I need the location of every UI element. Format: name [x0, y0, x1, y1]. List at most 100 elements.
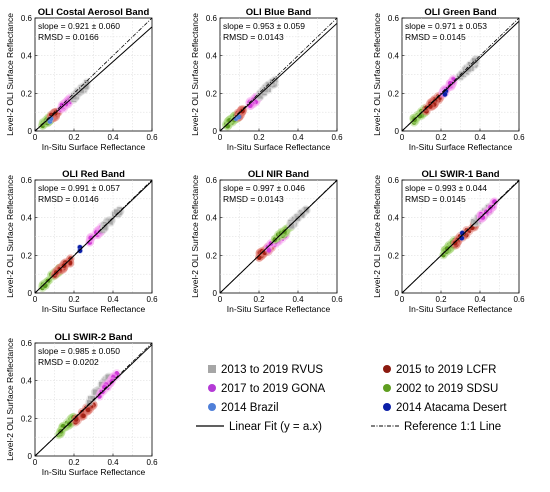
slope-annotation: slope = 0.993 ± 0.044 — [405, 183, 487, 193]
x-tick-label: 0.2 — [253, 133, 265, 142]
linear-fit-line — [401, 20, 520, 132]
data-point — [67, 260, 73, 266]
data-point-rvus — [105, 374, 111, 380]
legend: 2013 to 2019 RVUS 2015 to 2019 LCFR 2017 t… — [196, 364, 507, 433]
rmsd-annotation: RMSD = 0.0143 — [223, 194, 284, 204]
scatter-panel: 00 0.2 0.2 0.4 0.4 0.6 0.6 OLI Costal Aerosol B… — [5, 7, 158, 152]
linear-fit-line — [34, 344, 153, 457]
data-point-rvus — [102, 224, 108, 230]
data-point-rvus — [265, 87, 271, 93]
data-point-rvus — [102, 221, 108, 227]
data-point-rvus — [299, 212, 305, 218]
x-tick-label: 0.4 — [107, 295, 119, 304]
x-tick-label: 0 — [400, 295, 405, 304]
data-point-rvus — [471, 58, 477, 64]
data-point-rvus — [292, 216, 297, 222]
rmsd-annotation: RMSD = 0.0166 — [38, 32, 99, 42]
x-tick-label: 0.2 — [435, 133, 447, 142]
x-axis-label: In-Situ Surface Reflectance — [42, 304, 146, 314]
y-tick-label: 0.4 — [388, 52, 400, 61]
y-tick-label: 0 — [28, 452, 33, 461]
x-tick-label: 0.6 — [331, 133, 343, 142]
data-point-rvus — [83, 84, 89, 90]
slope-annotation: slope = 0.971 ± 0.053 — [405, 21, 487, 31]
panel-title: OLI Red Band — [62, 169, 125, 180]
x-tick-label: 0.6 — [146, 295, 158, 304]
scatter-panel: 00 0.2 0.2 0.4 0.4 0.6 0.6 OLI Red Band slope = … — [5, 169, 158, 314]
panel-title: OLI Blue Band — [246, 7, 312, 18]
legend-label: 2017 to 2019 GONA — [221, 383, 326, 395]
panel-title: OLI NIR Band — [248, 169, 309, 180]
y-tick-label: 0.4 — [21, 214, 33, 223]
data-point-rvus — [117, 207, 122, 213]
x-tick-label: 0.4 — [107, 458, 119, 467]
x-tick-label: 0.4 — [292, 295, 304, 304]
y-tick-label: 0.2 — [388, 89, 400, 98]
data-point — [236, 114, 242, 120]
x-tick-label: 0.6 — [331, 295, 343, 304]
y-axis-label: Level-2 OLI Surface Reflectance — [5, 338, 15, 461]
x-tick-label: 0.4 — [107, 133, 119, 142]
slope-annotation: slope = 0.985 ± 0.050 — [38, 346, 120, 356]
y-tick-label: 0.2 — [206, 251, 218, 260]
y-tick-label: 0.6 — [388, 14, 400, 23]
data-point-rvus — [261, 90, 267, 96]
legend-marker — [383, 365, 391, 373]
data-point-rvus — [266, 82, 272, 87]
data-point-rvus — [288, 223, 294, 229]
data-point — [442, 92, 448, 97]
x-axis-label: In-Situ Surface Reflectance — [42, 142, 146, 152]
data-point-rvus — [104, 378, 110, 384]
y-tick-label: 0.4 — [388, 214, 400, 223]
linear-fit-line — [34, 180, 153, 294]
legend-marker — [383, 384, 391, 392]
x-tick-label: 0 — [33, 295, 38, 304]
y-axis-label: Level-2 OLI Surface Reflectance — [372, 175, 382, 298]
scatter-panel: 00 0.2 0.2 0.4 0.4 0.6 0.6 OLI Green Band slope … — [372, 7, 525, 152]
data-point — [253, 99, 258, 105]
y-tick-label: 0.4 — [206, 214, 218, 223]
data-point — [111, 374, 116, 380]
data-point-rvus — [79, 87, 85, 93]
x-tick-label: 0 — [33, 133, 38, 142]
x-tick-label: 0.2 — [68, 458, 80, 467]
x-tick-label: 0.4 — [292, 133, 304, 142]
data-point — [88, 404, 94, 409]
x-axis-label: In-Situ Surface Reflectance — [42, 467, 146, 477]
legend-label: 2015 to 2019 LCFR — [396, 364, 496, 376]
legend-label: Linear Fit (y = a.x) — [229, 421, 322, 433]
y-tick-label: 0 — [213, 289, 218, 298]
y-tick-label: 0 — [28, 127, 33, 136]
rmsd-annotation: RMSD = 0.0143 — [223, 32, 284, 42]
x-tick-label: 0.6 — [146, 133, 158, 142]
legend-marker — [208, 365, 216, 373]
x-tick-label: 0.2 — [435, 295, 447, 304]
y-tick-label: 0.4 — [206, 52, 218, 61]
data-point-rvus — [475, 215, 481, 221]
data-point-rvus — [468, 66, 474, 71]
y-tick-label: 0.2 — [21, 251, 33, 260]
data-point-rvus — [86, 400, 92, 406]
y-tick-label: 0.6 — [21, 14, 33, 23]
rmsd-annotation: RMSD = 0.0145 — [405, 194, 466, 204]
data-point-rvus — [76, 90, 82, 96]
y-tick-label: 0 — [395, 289, 400, 298]
y-axis-label: Level-2 OLI Surface Reflectance — [5, 13, 15, 136]
y-tick-label: 0.6 — [206, 176, 218, 185]
y-axis-label: Level-2 OLI Surface Reflectance — [190, 175, 200, 298]
y-tick-label: 0.4 — [21, 377, 33, 386]
y-tick-label: 0.2 — [206, 89, 218, 98]
legend-label: 2014 Brazil — [221, 402, 279, 414]
y-axis-label: Level-2 OLI Surface Reflectance — [190, 13, 200, 136]
scatter-panel: 00 0.2 0.2 0.4 0.4 0.6 0.6 OLI SWIR-1 Band slope… — [372, 169, 525, 314]
data-point-rvus — [99, 381, 104, 387]
x-tick-label: 0 — [218, 295, 223, 304]
y-tick-label: 0 — [28, 289, 33, 298]
linear-fit-line — [219, 22, 338, 132]
legend-label: 2002 to 2019 SDSU — [396, 383, 498, 395]
reference-1-1-line — [219, 17, 338, 132]
data-point-rvus — [84, 80, 90, 85]
rmsd-annotation: RMSD = 0.0146 — [38, 194, 99, 204]
x-axis-label: In-Situ Surface Reflectance — [227, 304, 331, 314]
x-tick-label: 0.6 — [513, 295, 525, 304]
